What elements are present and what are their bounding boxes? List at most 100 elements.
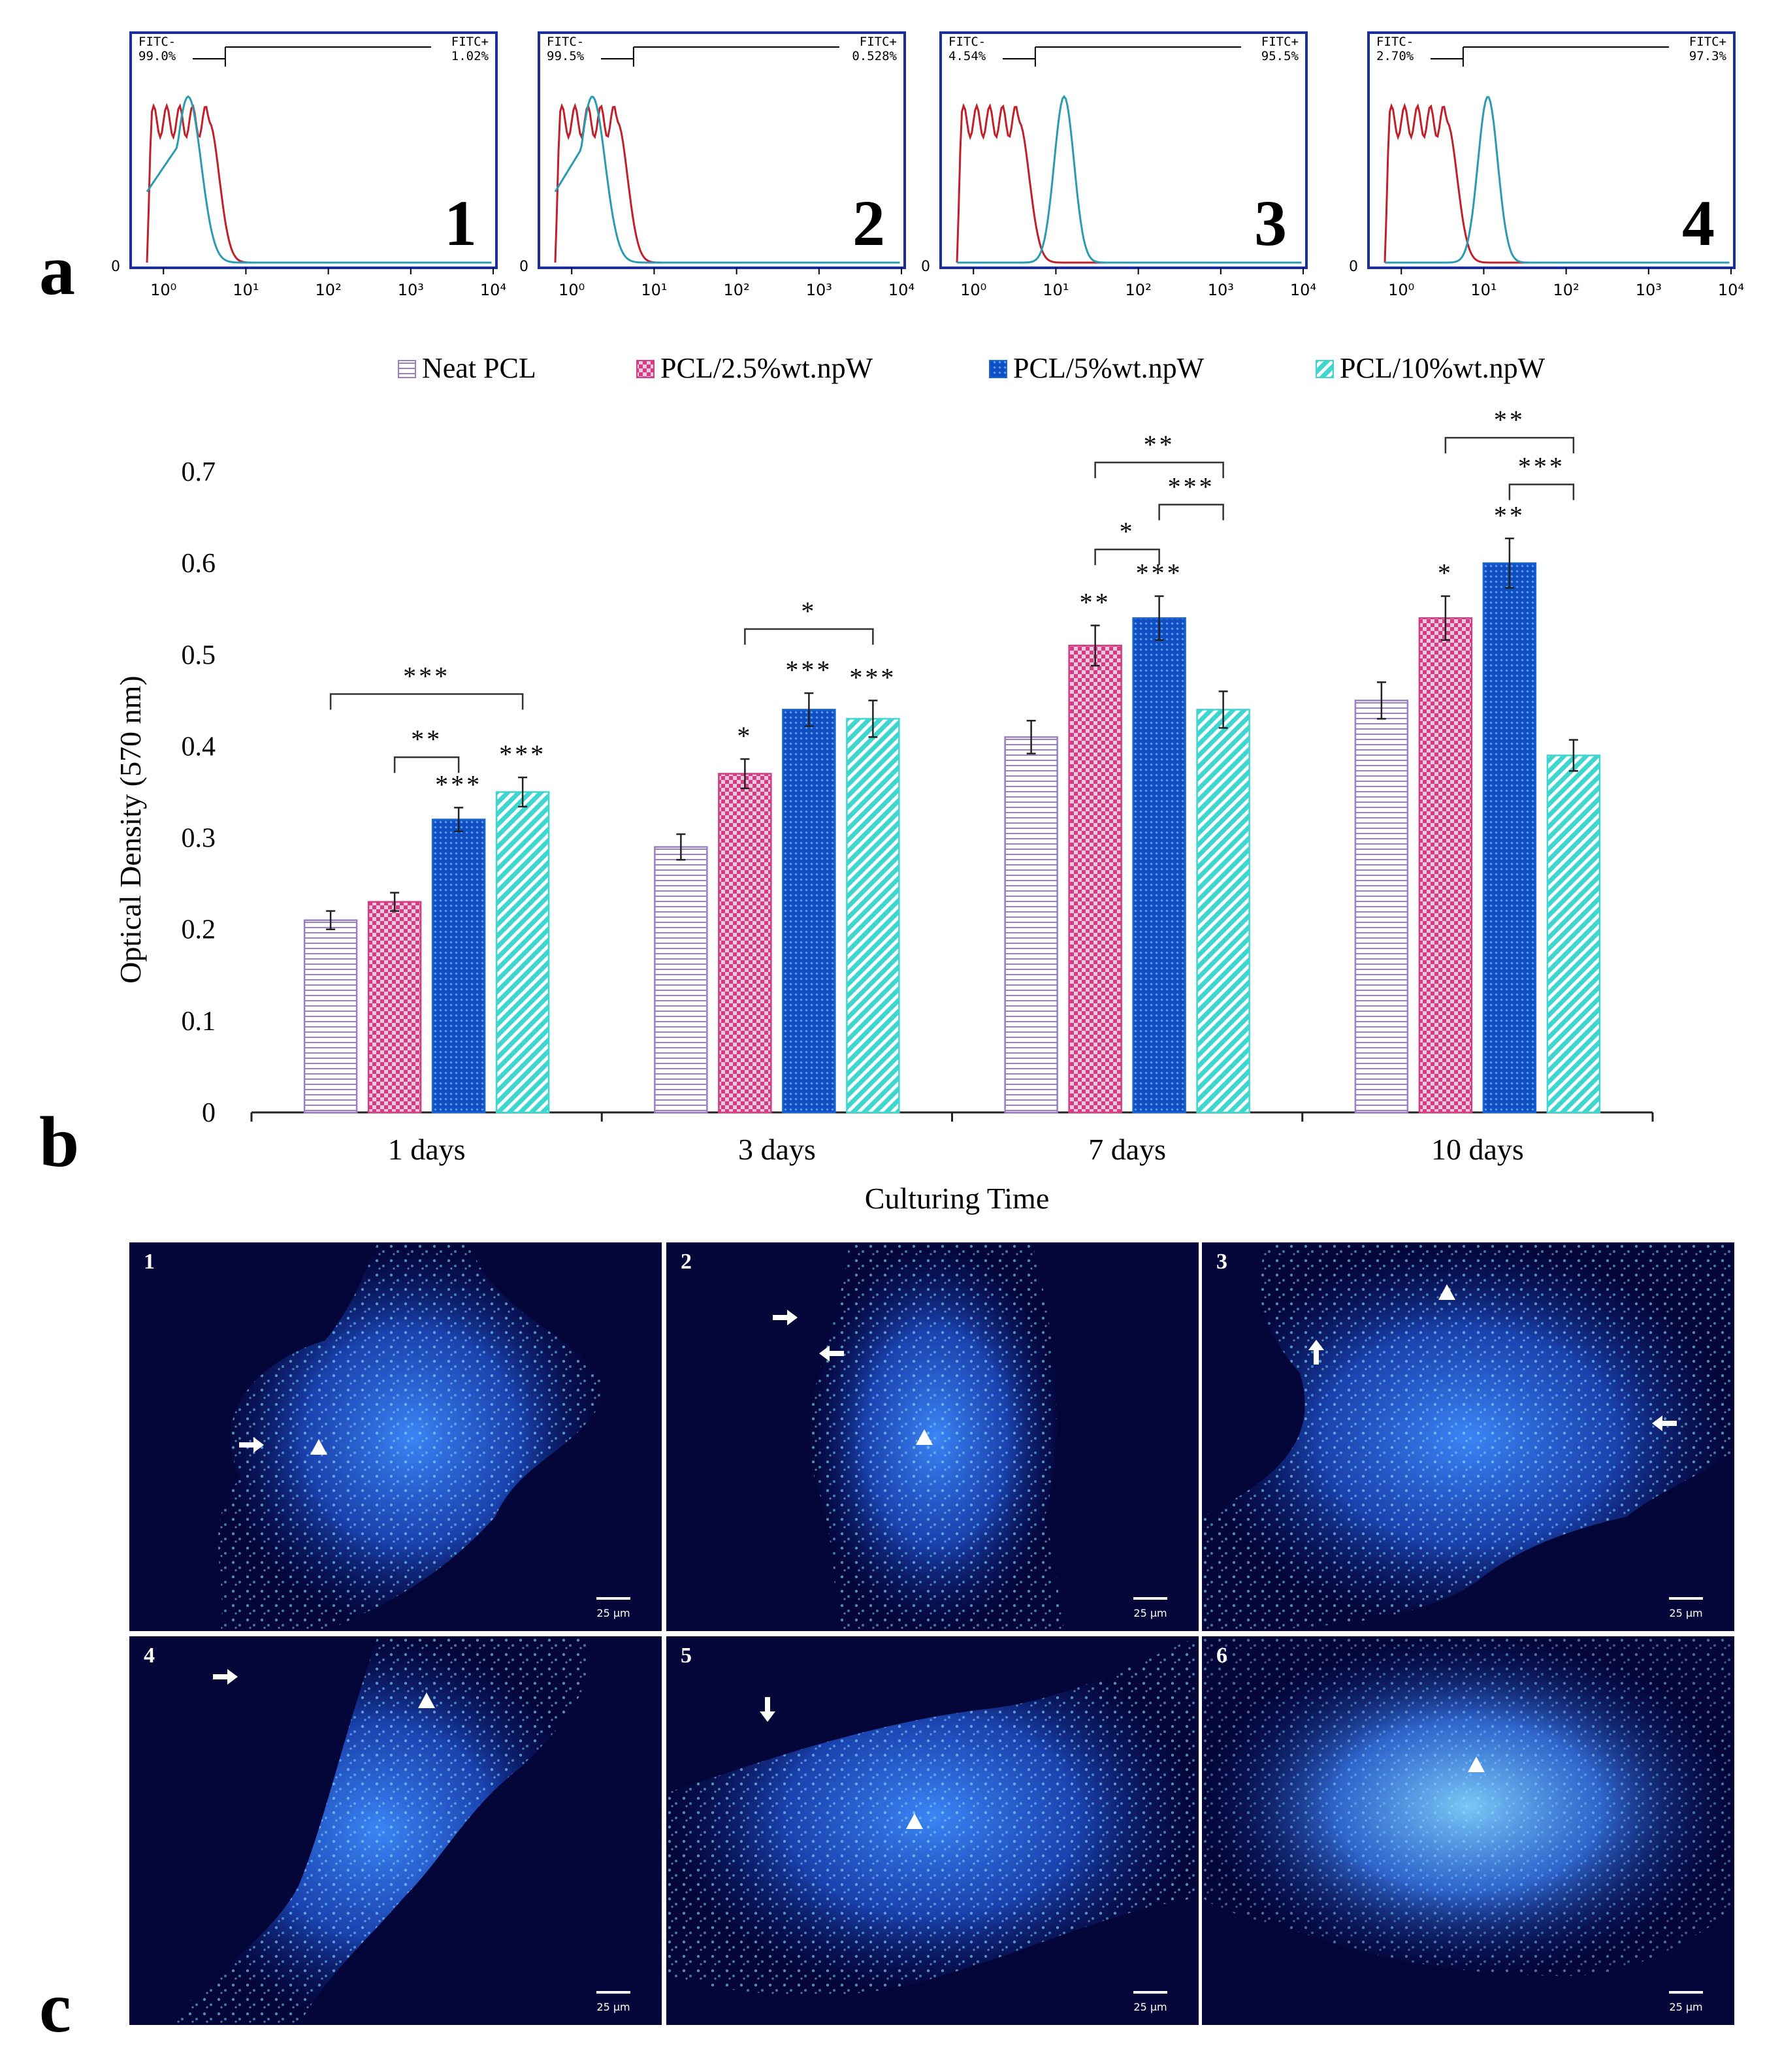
error-bar <box>1376 681 1386 720</box>
flow-neg-label: FITC- <box>1376 35 1414 49</box>
arrowhead-marker-icon <box>1468 1756 1485 1772</box>
flow-x-tick-label: 10¹ <box>1043 281 1069 299</box>
flow-y-zero-label: 0 <box>921 259 930 275</box>
cell-nuclei <box>1202 1636 1734 1976</box>
flow-plot-number: 4 <box>1682 187 1715 259</box>
flow-pos-value: 95.5% <box>1261 49 1299 63</box>
panel-label-c: c <box>39 1967 71 2047</box>
micrograph-number: 5 <box>681 1643 692 1668</box>
significance-label: *** <box>785 655 832 685</box>
legend-label-1: Neat PCL <box>422 352 536 384</box>
flow-pos-value: 0.528% <box>852 49 897 63</box>
flow-pos-label: FITC+ <box>860 35 897 49</box>
bar <box>1546 754 1601 1114</box>
significance-label: *** <box>435 769 482 799</box>
flow-neg-value: 99.0% <box>138 49 176 63</box>
comparison-bracket <box>1158 504 1224 521</box>
comparison-label: *** <box>403 662 450 691</box>
micrograph-2: 2 25 µm <box>666 1242 1199 1631</box>
micrograph-6: 6 25 µm <box>1202 1636 1734 2025</box>
x-axis-label: Culturing Time <box>865 1182 1049 1215</box>
flow-x-tick-label: 10³ <box>1208 281 1234 299</box>
flow-pos-label: FITC+ <box>1261 35 1299 49</box>
flow-plot-frame <box>538 31 906 269</box>
error-bar <box>1218 690 1228 729</box>
arrow-right-marker-icon <box>773 1310 798 1325</box>
error-bar <box>740 758 750 790</box>
flow-gate-bracket <box>1431 46 1669 67</box>
y-tick-label: 0.1 <box>182 1007 216 1037</box>
micrograph-number: 4 <box>144 1643 155 1668</box>
x-tick-label: 7 days <box>1088 1133 1166 1166</box>
flow-x-tick-label: 10³ <box>398 281 424 299</box>
flow-x-tick-label: 10³ <box>1636 281 1662 299</box>
micrograph-1: 1 25 µm <box>129 1242 662 1631</box>
flow-sample-histogram <box>146 95 492 264</box>
arrowhead-marker-icon <box>906 1813 923 1829</box>
comparison-label: *** <box>1518 452 1565 481</box>
significance-label: ** <box>1494 500 1525 530</box>
flow-gate-bracket <box>601 46 839 67</box>
bar <box>431 818 486 1114</box>
flow-sample-histogram <box>957 95 1302 264</box>
flow-x-tick-label: 10⁰ <box>150 281 176 299</box>
error-bar <box>1568 739 1578 772</box>
cell-nuclei <box>218 1242 606 1631</box>
flow-cytometry-panels: 10⁰ 10¹ 10² 10³ 10⁴0FITC-99.0%FITC+1.02%110⁰… <box>111 31 1744 299</box>
bar <box>1354 700 1409 1114</box>
flow-x-tick-label: 10⁴ <box>480 281 506 299</box>
scale-bar-label: 25 µm <box>1669 1607 1702 1619</box>
flow-x-tick-label: 10² <box>724 281 750 299</box>
comparison-bracket <box>329 693 524 710</box>
bar <box>782 709 836 1114</box>
arrow-left-marker-icon <box>819 1346 844 1361</box>
bar <box>654 846 708 1114</box>
significance-label: *** <box>1136 558 1183 588</box>
flow-plot-frame <box>939 31 1308 269</box>
comparison-bracket <box>393 756 460 773</box>
flow-pos-label: FITC+ <box>451 35 489 49</box>
micrograph-3: 3 25 µm <box>1202 1242 1734 1631</box>
bar <box>1196 709 1250 1114</box>
bar <box>846 718 900 1114</box>
error-bar <box>868 700 878 738</box>
flow-x-tick-label: 10⁴ <box>888 281 915 299</box>
arrowhead-marker-icon <box>916 1429 933 1445</box>
flow-neg-value: 2.70% <box>1376 49 1414 63</box>
comparison-label: ** <box>1144 430 1175 459</box>
flow-neg-value: 4.54% <box>948 49 986 63</box>
flow-x-tick-label: 10³ <box>806 281 832 299</box>
legend-label-3: PCL/5%wt.npW <box>1013 352 1205 384</box>
comparison-bracket <box>1094 461 1224 478</box>
error-bar <box>390 892 400 912</box>
flow-plot-3: 10⁰ 10¹ 10² 10³ 10⁴ 0 FITC-4.54% FITC+95.5% 3 <box>921 31 1316 299</box>
bar <box>367 901 422 1114</box>
bar <box>718 773 772 1114</box>
bar <box>495 791 550 1114</box>
bar <box>1068 645 1122 1114</box>
arrow-up-marker-icon <box>1308 1340 1324 1365</box>
legend-swatch-2 <box>636 360 655 378</box>
error-bar <box>804 692 814 727</box>
error-bar <box>676 833 686 861</box>
error-bar <box>518 776 528 808</box>
flow-y-zero-label: 0 <box>519 259 528 275</box>
flow-gate-bracket <box>193 46 431 67</box>
comparison-label: *** <box>1168 472 1215 501</box>
cell-nuclei <box>807 1242 1065 1631</box>
flow-x-tick-label: 10⁰ <box>960 281 986 299</box>
flow-pos-value: 1.02% <box>451 49 489 63</box>
x-tick-label: 3 days <box>738 1133 816 1166</box>
y-tick-label: 0.4 <box>182 732 216 762</box>
scale-bar-label: 25 µm <box>1669 2001 1702 2013</box>
flow-gate-bracket <box>1003 46 1241 67</box>
legend-swatch-1 <box>398 360 416 378</box>
flow-plot-2: 10⁰ 10¹ 10² 10³ 10⁴ 0 FITC-99.5% FITC+0.528% 2 <box>519 31 915 299</box>
micrograph-number: 1 <box>144 1250 155 1274</box>
bar <box>1004 736 1058 1114</box>
flow-plot-frame <box>1367 31 1736 269</box>
arrow-left-marker-icon <box>1652 1416 1677 1431</box>
flow-x-tick-label: 10⁴ <box>1718 281 1744 299</box>
panel-label-b: b <box>39 1102 79 1182</box>
